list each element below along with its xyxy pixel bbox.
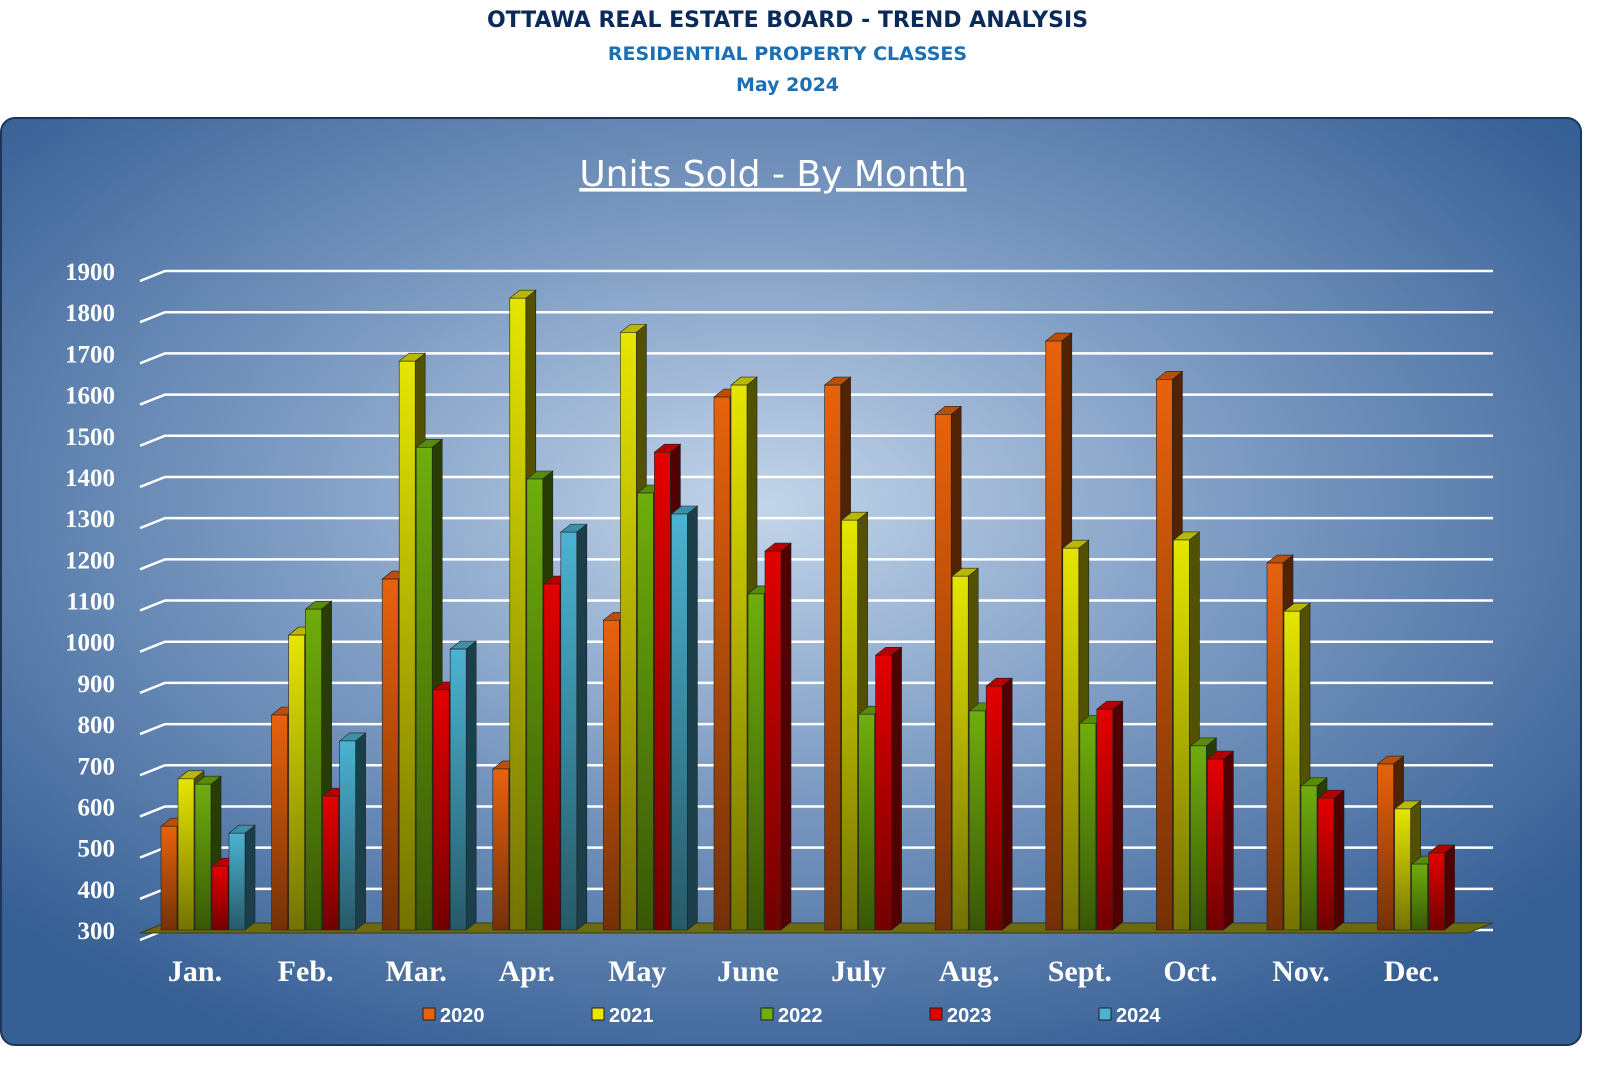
y-tick-label: 1600: [65, 383, 115, 410]
legend-label: 2024: [1116, 1005, 1161, 1027]
report-period: May 2024: [735, 74, 840, 96]
bar-2023-6: [874, 646, 903, 931]
y-tick-label: 1200: [65, 547, 115, 574]
y-tick-label: 500: [78, 836, 116, 863]
legend-label: 2021: [609, 1005, 654, 1027]
y-tick-label: 1900: [65, 259, 115, 286]
chart-floor: [139, 922, 1494, 934]
legend-item-2024: 2024: [1098, 1005, 1161, 1027]
legend-swatch: [422, 1007, 436, 1021]
legend-item-2023: 2023: [929, 1005, 992, 1027]
bar-2024-1: [338, 732, 367, 931]
x-tick-label: Feb.: [278, 955, 334, 988]
bar-2023-5: [764, 542, 792, 931]
legend-label: 2023: [947, 1005, 992, 1027]
bar-2024-2: [449, 640, 478, 931]
legend-swatch: [760, 1007, 774, 1021]
x-tick-label: Aug.: [939, 955, 1000, 988]
y-tick-label: 300: [78, 918, 116, 945]
bar-2023-11: [1427, 844, 1456, 931]
legend-swatch: [929, 1007, 943, 1021]
x-tick-label: Mar.: [386, 955, 447, 988]
chart-title: Units Sold - By Month: [579, 154, 966, 195]
x-tick-label: Sept.: [1048, 955, 1112, 988]
y-tick-label: 1700: [65, 341, 115, 368]
x-tick-label: July: [831, 955, 886, 988]
y-tick-label: 1800: [65, 300, 115, 327]
x-tick-label: Jan.: [168, 955, 222, 988]
legend-item-2022: 2022: [760, 1005, 823, 1027]
y-tick-label: 400: [78, 877, 116, 904]
y-tick-label: 700: [78, 753, 116, 780]
y-tick-label: 1400: [65, 465, 115, 492]
legend-item-2020: 2020: [422, 1005, 485, 1027]
legend-item-2021: 2021: [591, 1005, 654, 1027]
y-tick-label: 1500: [65, 424, 115, 451]
bar-2023-8: [1095, 700, 1124, 931]
gridline: [139, 310, 1493, 324]
x-tick-label: May: [608, 955, 666, 988]
x-tick-label: June: [717, 955, 779, 988]
y-tick-label: 1300: [65, 506, 115, 533]
bar-2024-0: [228, 824, 256, 931]
y-tick-label: 900: [78, 671, 116, 698]
legend-swatch: [591, 1007, 605, 1021]
y-tick-label: 1000: [65, 630, 115, 657]
x-tick-label: Oct.: [1163, 955, 1217, 988]
y-tick-label: 600: [78, 794, 116, 821]
legend-label: 2022: [778, 1005, 823, 1027]
x-tick-label: Dec.: [1384, 955, 1440, 988]
bar-2024-3: [559, 523, 588, 931]
bar-2023-9: [1206, 750, 1235, 931]
bar-2024-4: [670, 505, 699, 931]
gridline: [139, 269, 1493, 283]
legend-swatch: [1098, 1007, 1112, 1021]
bar-2023-10: [1317, 789, 1345, 931]
x-tick-label: Nov.: [1272, 955, 1330, 988]
y-tick-label: 1100: [66, 589, 115, 616]
report-subtitle: RESIDENTIAL PROPERTY CLASSES: [607, 43, 968, 65]
report-title: OTTAWA REAL ESTATE BOARD - TREND ANALYSI…: [486, 8, 1089, 33]
x-tick-label: Apr.: [499, 955, 555, 988]
y-tick-label: 800: [78, 712, 116, 739]
bar-2023-7: [985, 677, 1014, 931]
legend-label: 2020: [440, 1005, 485, 1027]
